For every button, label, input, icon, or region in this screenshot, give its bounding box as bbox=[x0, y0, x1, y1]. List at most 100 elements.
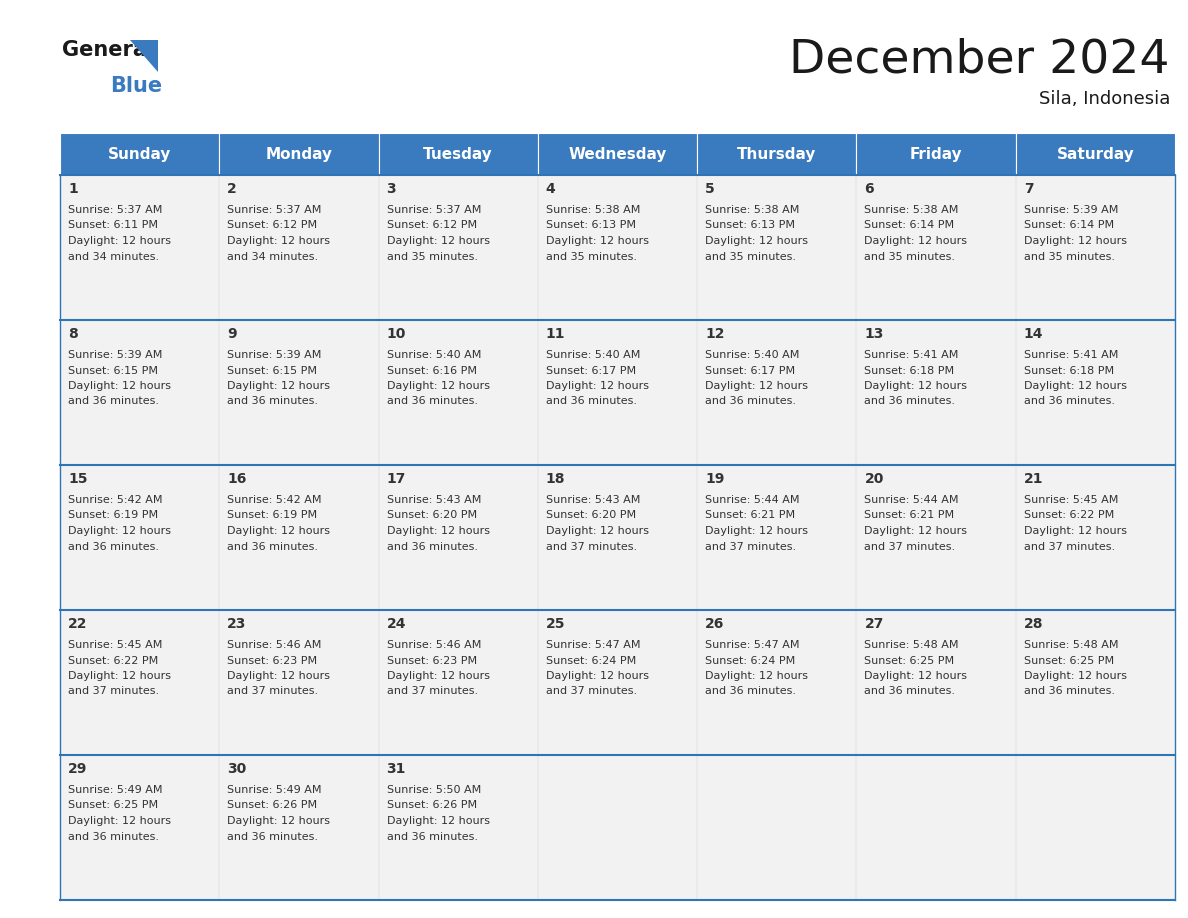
FancyBboxPatch shape bbox=[697, 133, 857, 175]
Text: 24: 24 bbox=[386, 617, 406, 631]
Text: Sunrise: 5:40 AM: Sunrise: 5:40 AM bbox=[706, 350, 800, 360]
Text: Tuesday: Tuesday bbox=[423, 147, 493, 162]
Text: 18: 18 bbox=[545, 472, 565, 486]
Text: Sunrise: 5:46 AM: Sunrise: 5:46 AM bbox=[386, 640, 481, 650]
Bar bbox=[538, 465, 697, 610]
Text: 11: 11 bbox=[545, 327, 565, 341]
Text: Sunrise: 5:42 AM: Sunrise: 5:42 AM bbox=[68, 495, 163, 505]
Bar bbox=[857, 175, 1016, 320]
Text: Daylight: 12 hours: Daylight: 12 hours bbox=[1024, 671, 1126, 681]
Text: Daylight: 12 hours: Daylight: 12 hours bbox=[865, 236, 967, 246]
Text: Sunrise: 5:45 AM: Sunrise: 5:45 AM bbox=[1024, 495, 1118, 505]
Text: Sunrise: 5:43 AM: Sunrise: 5:43 AM bbox=[386, 495, 481, 505]
Text: and 34 minutes.: and 34 minutes. bbox=[227, 252, 318, 262]
Text: Sunrise: 5:44 AM: Sunrise: 5:44 AM bbox=[706, 495, 800, 505]
Text: Daylight: 12 hours: Daylight: 12 hours bbox=[227, 526, 330, 536]
Text: Sunrise: 5:39 AM: Sunrise: 5:39 AM bbox=[227, 350, 322, 360]
Text: 28: 28 bbox=[1024, 617, 1043, 631]
Text: Sunrise: 5:37 AM: Sunrise: 5:37 AM bbox=[386, 205, 481, 215]
Bar bbox=[538, 610, 697, 755]
Text: Daylight: 12 hours: Daylight: 12 hours bbox=[227, 381, 330, 391]
Bar bbox=[1016, 320, 1175, 465]
Text: 12: 12 bbox=[706, 327, 725, 341]
Text: Sunday: Sunday bbox=[108, 147, 171, 162]
Bar bbox=[697, 755, 857, 900]
Text: 14: 14 bbox=[1024, 327, 1043, 341]
Text: Daylight: 12 hours: Daylight: 12 hours bbox=[227, 816, 330, 826]
Bar bbox=[61, 755, 220, 900]
Text: and 36 minutes.: and 36 minutes. bbox=[68, 397, 159, 407]
Text: Sunset: 6:25 PM: Sunset: 6:25 PM bbox=[1024, 655, 1114, 666]
FancyBboxPatch shape bbox=[379, 133, 538, 175]
FancyBboxPatch shape bbox=[538, 133, 697, 175]
Text: Daylight: 12 hours: Daylight: 12 hours bbox=[68, 671, 171, 681]
Text: Sunset: 6:15 PM: Sunset: 6:15 PM bbox=[227, 365, 317, 375]
Text: Daylight: 12 hours: Daylight: 12 hours bbox=[386, 526, 489, 536]
Text: and 36 minutes.: and 36 minutes. bbox=[227, 397, 318, 407]
Text: 26: 26 bbox=[706, 617, 725, 631]
Text: General: General bbox=[62, 40, 154, 60]
Text: Wednesday: Wednesday bbox=[568, 147, 666, 162]
Text: Sunrise: 5:45 AM: Sunrise: 5:45 AM bbox=[68, 640, 163, 650]
Text: and 36 minutes.: and 36 minutes. bbox=[386, 832, 478, 842]
Text: Sunrise: 5:41 AM: Sunrise: 5:41 AM bbox=[865, 350, 959, 360]
Text: Sunrise: 5:42 AM: Sunrise: 5:42 AM bbox=[227, 495, 322, 505]
Bar bbox=[220, 465, 379, 610]
Text: Daylight: 12 hours: Daylight: 12 hours bbox=[227, 236, 330, 246]
Text: and 36 minutes.: and 36 minutes. bbox=[865, 397, 955, 407]
Text: Sunrise: 5:39 AM: Sunrise: 5:39 AM bbox=[68, 350, 163, 360]
Text: 13: 13 bbox=[865, 327, 884, 341]
Text: Blue: Blue bbox=[110, 76, 162, 96]
Bar bbox=[379, 175, 538, 320]
Text: Sunset: 6:14 PM: Sunset: 6:14 PM bbox=[865, 220, 954, 230]
Text: Sunset: 6:14 PM: Sunset: 6:14 PM bbox=[1024, 220, 1114, 230]
Text: Sunrise: 5:40 AM: Sunrise: 5:40 AM bbox=[386, 350, 481, 360]
Text: Sunrise: 5:37 AM: Sunrise: 5:37 AM bbox=[68, 205, 163, 215]
Text: Daylight: 12 hours: Daylight: 12 hours bbox=[68, 816, 171, 826]
Text: and 36 minutes.: and 36 minutes. bbox=[706, 687, 796, 697]
Text: Sunset: 6:15 PM: Sunset: 6:15 PM bbox=[68, 365, 158, 375]
Text: Sunset: 6:12 PM: Sunset: 6:12 PM bbox=[386, 220, 476, 230]
Text: Sunrise: 5:38 AM: Sunrise: 5:38 AM bbox=[545, 205, 640, 215]
Bar bbox=[220, 755, 379, 900]
Text: Sunrise: 5:37 AM: Sunrise: 5:37 AM bbox=[227, 205, 322, 215]
Text: Daylight: 12 hours: Daylight: 12 hours bbox=[68, 526, 171, 536]
Bar bbox=[538, 175, 697, 320]
Text: and 36 minutes.: and 36 minutes. bbox=[545, 397, 637, 407]
Text: Daylight: 12 hours: Daylight: 12 hours bbox=[706, 526, 808, 536]
Text: Sunset: 6:23 PM: Sunset: 6:23 PM bbox=[227, 655, 317, 666]
Bar bbox=[1016, 610, 1175, 755]
Bar bbox=[220, 610, 379, 755]
Text: Sunset: 6:17 PM: Sunset: 6:17 PM bbox=[706, 365, 795, 375]
Text: Daylight: 12 hours: Daylight: 12 hours bbox=[1024, 381, 1126, 391]
Bar bbox=[857, 465, 1016, 610]
Text: and 34 minutes.: and 34 minutes. bbox=[68, 252, 159, 262]
Text: and 36 minutes.: and 36 minutes. bbox=[68, 832, 159, 842]
Text: Thursday: Thursday bbox=[737, 147, 816, 162]
Bar bbox=[697, 610, 857, 755]
Text: Sunset: 6:21 PM: Sunset: 6:21 PM bbox=[706, 510, 795, 521]
Text: Sunset: 6:20 PM: Sunset: 6:20 PM bbox=[386, 510, 476, 521]
Text: Daylight: 12 hours: Daylight: 12 hours bbox=[545, 381, 649, 391]
Text: 3: 3 bbox=[386, 182, 396, 196]
Text: Daylight: 12 hours: Daylight: 12 hours bbox=[865, 381, 967, 391]
Text: 4: 4 bbox=[545, 182, 556, 196]
Bar bbox=[220, 320, 379, 465]
Text: Daylight: 12 hours: Daylight: 12 hours bbox=[865, 671, 967, 681]
Text: Daylight: 12 hours: Daylight: 12 hours bbox=[706, 671, 808, 681]
Bar bbox=[857, 755, 1016, 900]
Text: Monday: Monday bbox=[265, 147, 333, 162]
Text: Sunset: 6:25 PM: Sunset: 6:25 PM bbox=[68, 800, 158, 811]
Text: and 36 minutes.: and 36 minutes. bbox=[1024, 397, 1114, 407]
Bar bbox=[857, 610, 1016, 755]
Text: Daylight: 12 hours: Daylight: 12 hours bbox=[386, 816, 489, 826]
Text: and 35 minutes.: and 35 minutes. bbox=[386, 252, 478, 262]
Text: Sunset: 6:19 PM: Sunset: 6:19 PM bbox=[227, 510, 317, 521]
Text: Daylight: 12 hours: Daylight: 12 hours bbox=[706, 236, 808, 246]
Bar bbox=[220, 175, 379, 320]
Text: and 37 minutes.: and 37 minutes. bbox=[865, 542, 955, 552]
Text: and 37 minutes.: and 37 minutes. bbox=[386, 687, 478, 697]
Text: 31: 31 bbox=[386, 762, 406, 776]
Text: 5: 5 bbox=[706, 182, 715, 196]
Text: Daylight: 12 hours: Daylight: 12 hours bbox=[386, 381, 489, 391]
